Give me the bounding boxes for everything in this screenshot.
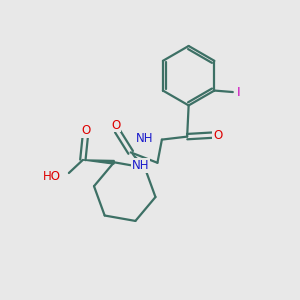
Text: I: I [236,85,240,98]
Polygon shape [132,154,146,169]
Text: HO: HO [43,170,61,183]
Text: NH: NH [136,132,154,145]
Text: NH: NH [132,159,149,172]
Text: O: O [81,124,91,137]
Text: O: O [111,118,120,131]
Polygon shape [83,160,114,164]
Text: O: O [213,129,222,142]
